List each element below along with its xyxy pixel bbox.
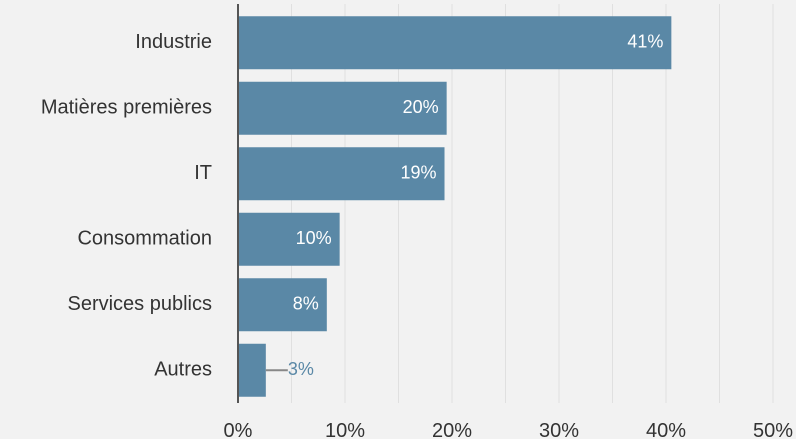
- category-label: Autres: [154, 359, 212, 381]
- bars: [238, 16, 672, 397]
- x-tick-label: 50%: [753, 420, 793, 439]
- bar: [238, 81, 447, 135]
- x-tick-label: 0%: [224, 420, 253, 439]
- x-tick-label: 10%: [325, 420, 365, 439]
- x-tick-labels: 0% 10% 20% 30% 40% 50%: [224, 420, 794, 439]
- gridlines: [291, 4, 774, 403]
- category-label: Matières premières: [41, 97, 212, 119]
- value-label: 41%: [627, 32, 663, 52]
- bar: [238, 147, 445, 201]
- bar: [238, 212, 340, 266]
- value-label: 20%: [403, 97, 439, 117]
- category-label: IT: [194, 162, 212, 184]
- value-label: 10%: [296, 228, 332, 248]
- category-labels: Industrie Matières premières IT Consommatio…: [41, 31, 212, 381]
- x-tick-label: 20%: [432, 420, 472, 439]
- value-label: 8%: [293, 294, 319, 314]
- bar: [238, 16, 672, 70]
- x-tick-label: 40%: [646, 420, 686, 439]
- bar: [238, 278, 327, 332]
- category-label: Consommation: [77, 228, 212, 250]
- value-labels: 41% 20% 19% 10% 8% 3%: [265, 32, 663, 379]
- category-label: Services publics: [67, 293, 212, 315]
- value-label: 19%: [400, 163, 436, 183]
- bar: [238, 343, 266, 397]
- x-tick-label: 30%: [539, 420, 579, 439]
- value-label: 3%: [288, 359, 314, 379]
- category-label: Industrie: [135, 31, 212, 53]
